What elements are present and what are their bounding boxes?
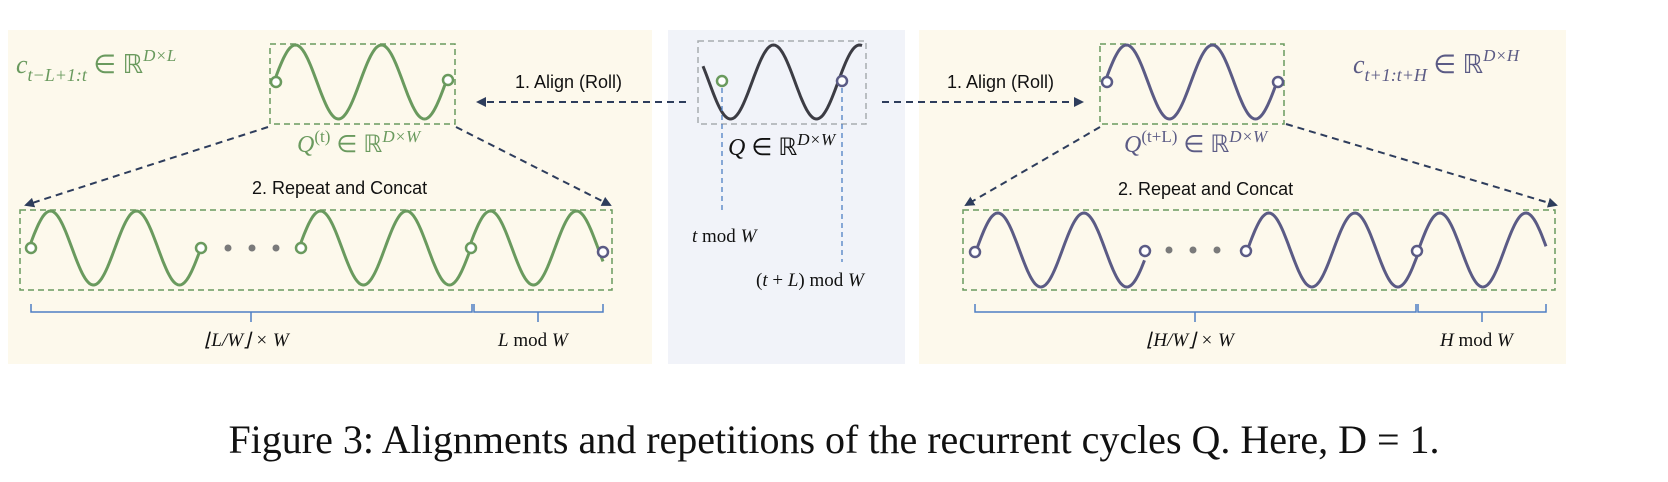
purple-endpoint-circles (835, 74, 1424, 259)
repeat-left-label: 2. Repeat and Concat (252, 178, 427, 198)
c-right-math: ct+1:t+H ∈ ℝD×H (1353, 46, 1521, 85)
left-braces (30, 304, 604, 322)
mod-right-math: H mod W (1439, 330, 1515, 351)
q-left-math: Q(t) ∈ ℝD×W (297, 127, 422, 158)
q-left-wave (274, 43, 449, 121)
repeat-right-label: 2. Repeat and Concat (1118, 179, 1293, 199)
q-center-math: Q ∈ ℝD×W (728, 130, 837, 161)
q-center-box (697, 40, 867, 125)
align-right-label: 1. Align (Roll) (947, 72, 1054, 92)
right-repeat-wave-1 (973, 211, 1146, 289)
repeat-right-box (962, 209, 1556, 291)
left-ellipsis-dots (224, 244, 280, 252)
t-mod-math: t mod W (692, 226, 759, 247)
mod-left-math: L mod W (497, 330, 570, 351)
right-expand-arrow-1 (964, 126, 1101, 207)
right-repeat-wave-2 (1244, 211, 1419, 289)
q-right-math: Q(t+L) ∈ ℝD×W (1124, 127, 1269, 158)
center-panel (668, 30, 905, 364)
c-left-math: ct−L+1:t ∈ ℝD×L (16, 46, 176, 85)
right-repeat-wave-3 (1415, 211, 1548, 289)
left-repeat-wave-2 (299, 209, 472, 287)
tl-mod-math: (t + L) mod W (756, 270, 866, 291)
right-braces (974, 304, 1547, 322)
right-ellipsis-dots (1165, 246, 1221, 254)
q-right-wave (1105, 43, 1280, 121)
left-expand-arrow-2 (455, 126, 612, 206)
left-repeat-wave-1 (29, 209, 202, 287)
right-panel (919, 30, 1566, 364)
right-expand-arrow-2 (1285, 123, 1558, 208)
floor-right-math: ⌊H/W⌋ × W (1146, 330, 1236, 351)
align-left-label: 1. Align (Roll) (515, 72, 622, 92)
q-center-wave (701, 43, 863, 121)
repeat-left-box (19, 209, 613, 291)
q-right-box (1099, 43, 1285, 125)
figure-caption: Figure 3: Alignments and repetitions of … (228, 417, 1440, 462)
left-panel (8, 30, 652, 364)
green-endpoint-circles (24, 73, 729, 255)
q-left-box (269, 43, 456, 125)
left-expand-arrow-1 (24, 126, 269, 208)
floor-left-math: ⌊L/W⌋ × W (204, 330, 291, 351)
left-repeat-wave-3 (469, 209, 605, 287)
left-end-circle (596, 245, 610, 259)
